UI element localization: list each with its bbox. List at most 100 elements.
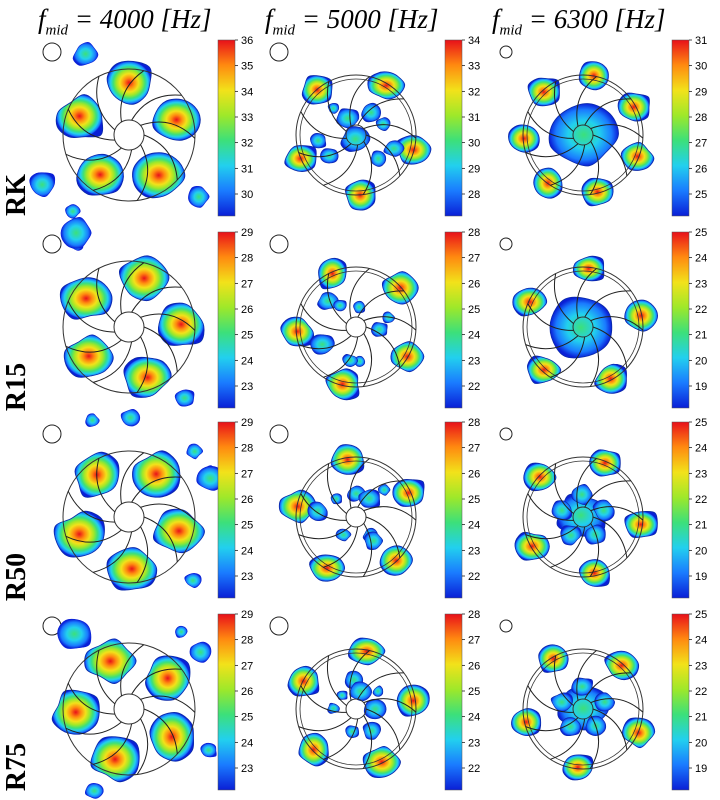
hot-spot-contour xyxy=(624,511,658,539)
contour-panel-rk-6300: 25 26 27 28 29 30 31 xyxy=(499,35,707,217)
hot-spot-contour xyxy=(325,368,360,401)
inner-contour-patch xyxy=(375,117,391,131)
rotor-blade xyxy=(65,339,122,353)
reference-circle xyxy=(499,427,513,441)
colorbar-tick-label: 29 xyxy=(695,86,707,98)
hub-circle xyxy=(113,501,145,533)
colorbar-tick-label: 25 xyxy=(468,686,480,698)
colorbar-tick-label: 31 xyxy=(241,163,253,175)
colorbar xyxy=(217,39,236,217)
hot-spot-contour xyxy=(106,60,152,105)
rotor-blade xyxy=(362,333,373,387)
casing-circle xyxy=(62,450,196,584)
rotor-blade xyxy=(136,336,149,393)
colorbar-tick-label: 23 xyxy=(695,660,707,672)
hot-spot-contour xyxy=(106,547,158,591)
colorbar-tick-label: 30 xyxy=(241,189,253,201)
inner-contour-patch xyxy=(342,353,359,367)
rotor-blade xyxy=(584,290,631,318)
rotor-blade xyxy=(592,516,628,558)
central-lobe xyxy=(550,692,573,712)
inner-contour-patch xyxy=(333,299,347,312)
hot-spot-contour xyxy=(581,177,614,207)
rotor-blade xyxy=(323,144,359,186)
rotor-blade xyxy=(584,98,631,126)
colorbar-tick-label: 33 xyxy=(468,61,480,73)
rotor-blade xyxy=(65,529,122,543)
rotor-blade xyxy=(140,503,196,521)
hot-spot-contour xyxy=(392,478,425,507)
colorbar-tick-label: 27 xyxy=(468,443,480,455)
reference-circle xyxy=(269,424,289,444)
hot-spot-contour xyxy=(152,98,201,141)
rotor-blade xyxy=(140,121,196,139)
rotor-blade xyxy=(550,718,586,760)
central-lobe xyxy=(571,677,594,696)
colorbar-tick-label: 22 xyxy=(695,304,707,316)
rotor-blade xyxy=(525,717,579,732)
colorbar-tick-label: 23 xyxy=(468,355,480,367)
hot-spot-contour xyxy=(572,255,605,282)
rotor-blade xyxy=(300,111,347,139)
rotor-blade xyxy=(298,143,352,158)
hot-spot-contour xyxy=(149,712,195,762)
contour-panel-r15-4000: 23 24 25 26 27 28 29 xyxy=(42,217,253,427)
reference-circle xyxy=(499,237,513,251)
rotor-blade xyxy=(363,124,417,139)
inner-contour-patch xyxy=(307,501,328,522)
inner-contour-patch xyxy=(361,102,382,123)
rotor-blade xyxy=(553,273,574,324)
casing-circle xyxy=(295,266,417,388)
colorbar-tick-label: 27 xyxy=(241,468,253,480)
casing-circle xyxy=(62,642,196,776)
colorbar-tick-label: 22 xyxy=(468,763,480,775)
inner-contour-patch xyxy=(364,531,383,550)
rotor-blade xyxy=(550,144,586,186)
colorbar-tick-label: 22 xyxy=(468,571,480,583)
rotor-blade xyxy=(525,143,579,158)
rotor-blade xyxy=(550,336,586,378)
column-title-4000: fmid = 4000 [Hz] xyxy=(38,4,212,39)
colorbar xyxy=(671,613,690,791)
rotor-blade xyxy=(96,268,116,323)
colorbar-tick-label: 26 xyxy=(468,468,480,480)
rotor-blade xyxy=(550,526,586,568)
contour-panel-r75-5000: 22 23 24 25 26 27 28 xyxy=(269,609,480,791)
hot-spot-contour xyxy=(511,708,542,737)
colorbar-tick-label: 25 xyxy=(241,330,253,342)
outer-contour-patch xyxy=(57,618,92,649)
central-lobe xyxy=(584,524,606,545)
hot-spot-contour xyxy=(157,302,205,346)
rotor-blade xyxy=(131,94,182,121)
rotor-blade xyxy=(298,717,352,732)
hot-spot-contour xyxy=(527,77,560,107)
rotor-blade xyxy=(323,526,359,568)
inner-contour-patch xyxy=(310,133,327,149)
rotor-blade xyxy=(65,147,122,161)
rotor-blade xyxy=(553,81,574,132)
rotor-blade xyxy=(363,698,417,713)
inner-contour-patch xyxy=(378,484,391,496)
central-lobe xyxy=(594,692,615,712)
rotor-blade xyxy=(349,458,370,509)
colorbar-tick-label: 28 xyxy=(695,112,707,124)
colorbar-tick-label: 28 xyxy=(468,189,480,201)
rotor-blade xyxy=(576,458,597,509)
central-contour xyxy=(548,103,619,167)
colorbar-tick-label: 25 xyxy=(695,189,707,201)
inner-contour-patch xyxy=(363,698,387,720)
rotor-blade xyxy=(143,708,178,755)
contour-panel-rk-4000: 30 31 32 33 34 35 36 xyxy=(29,35,253,219)
hot-spot-contour xyxy=(51,689,100,735)
rotor-blade xyxy=(300,685,347,713)
casing-circle xyxy=(62,68,196,202)
colorbar-tick-label: 26 xyxy=(241,494,253,506)
rotor-blade xyxy=(584,480,631,508)
rotor-blade xyxy=(326,81,347,132)
outer-contour-patch xyxy=(65,204,81,219)
casing-circle xyxy=(295,648,417,770)
colorbar-tick-label: 30 xyxy=(468,138,480,150)
rotor-blade xyxy=(140,313,196,331)
inner-contour-patch xyxy=(336,690,348,701)
colorbar-tick-label: 28 xyxy=(468,417,480,429)
